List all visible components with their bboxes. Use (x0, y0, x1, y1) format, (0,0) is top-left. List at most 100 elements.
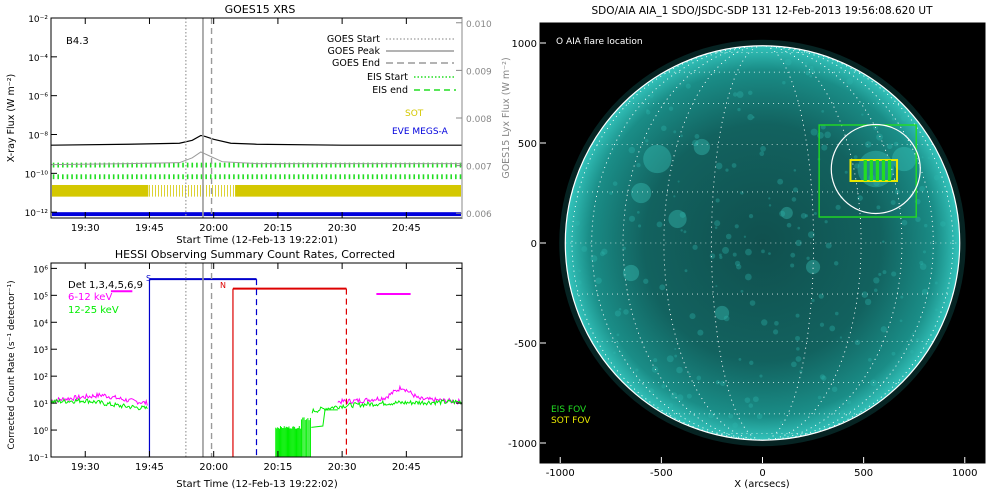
hessi-xlabel: Start Time (12-Feb-13 19:22:02) (176, 479, 338, 490)
goes-sot-band (52, 184, 149, 197)
aia-active-region (643, 144, 672, 174)
aia-texture (734, 260, 741, 267)
aia-texture (924, 223, 928, 228)
goes-legend-end: GOES End (332, 58, 380, 69)
goes-y2label: GOES15 Lyx Flux (W m⁻²) (501, 57, 512, 178)
hessi-ytick-label: 10² (33, 373, 48, 383)
aia-texture (749, 360, 754, 365)
aia-texture (899, 319, 903, 323)
aia-texture (809, 74, 813, 78)
aia-texture (820, 124, 826, 130)
aia-texture (915, 216, 921, 222)
aia-texture (882, 270, 887, 275)
aia-texture (876, 133, 883, 141)
aia-texture (749, 300, 756, 306)
aia-texture (857, 195, 863, 201)
aia-texture (935, 308, 938, 312)
aia-active-region (668, 209, 687, 229)
aia-texture (804, 214, 808, 218)
aia-active-region (805, 259, 821, 275)
goes-xlabel: Start Time (12-Feb-13 19:22:01) (176, 235, 338, 246)
aia-texture (734, 224, 739, 229)
aia-texture (893, 141, 899, 147)
aia-texture (759, 374, 763, 378)
aia-texture (732, 92, 738, 97)
aia-texture (685, 83, 691, 89)
aia-texture (873, 277, 880, 284)
aia-texture (900, 295, 904, 299)
aia-texture (732, 422, 738, 429)
goes-y2tick-label: 0.006 (466, 210, 492, 220)
aia-inset-label: O AIA flare location (556, 37, 643, 47)
aia-texture (674, 348, 677, 351)
aia-texture (616, 342, 619, 345)
aia-texture (790, 252, 796, 258)
aia-texture (725, 168, 729, 172)
aia-texture (810, 128, 818, 136)
aia-eis-raster (881, 160, 886, 181)
goes-sot-band (235, 184, 461, 197)
aia-texture (653, 358, 658, 363)
goes-legend: GOES Start GOES Peak GOES End EIS Start … (327, 34, 456, 96)
aia-texture (940, 221, 946, 227)
goes-xtick-label: 19:45 (135, 223, 164, 234)
aia-title: SDO/AIA AIA_1 SDO/JSDC-SDP 131 12-Feb-20… (592, 5, 934, 17)
aia-texture (927, 156, 931, 160)
aia-texture (779, 421, 783, 424)
aia-texture (601, 248, 608, 255)
aia-texture (882, 240, 885, 243)
aia-texture (795, 313, 800, 318)
hessi-xtick-label: 20:00 (199, 462, 228, 473)
aia-texture (773, 329, 779, 335)
aia-texture (768, 252, 771, 256)
hessi-legend-low: 6-12 keV (68, 292, 112, 303)
aia-texture (668, 106, 674, 111)
aia-texture (784, 58, 792, 66)
aia-texture (793, 169, 797, 172)
aia-texture (714, 226, 718, 229)
aia-texture (834, 311, 839, 316)
hessi-ytick-label: 10¹ (33, 400, 48, 410)
aia-texture (656, 221, 663, 228)
goes-ytick-label: 10⁻⁸ (28, 132, 48, 142)
aia-limb (564, 45, 961, 441)
aia-texture (659, 284, 666, 291)
hessi-state-n: N (220, 281, 226, 290)
aia-texture (792, 187, 799, 193)
aia-texture (854, 163, 860, 169)
aia-texture (791, 197, 797, 202)
goes-legend-eis-end: EIS end (372, 85, 408, 96)
goes-ytick-label: 10⁻¹² (25, 209, 49, 219)
aia-texture (891, 351, 896, 356)
hessi-legend-det: Det 1,3,4,5,6,9 (68, 280, 143, 291)
aia-texture (720, 380, 726, 387)
aia-texture (590, 255, 598, 263)
aia-texture (861, 291, 869, 298)
goes-xtick-label: 20:30 (328, 223, 357, 234)
aia-active-region (693, 138, 710, 156)
aia-texture (676, 366, 683, 374)
aia-texture (600, 251, 605, 257)
aia-xtick-label: 500 (854, 468, 873, 479)
aia-eis-raster (869, 160, 873, 181)
aia-texture (761, 319, 768, 326)
aia-texture (674, 354, 678, 358)
goes-ytick-label: 10⁻⁴ (28, 54, 48, 64)
hessi-6-12kev-line (50, 391, 148, 406)
hessi-panel: HESSI Observing Summary Count Rates, Cor… (7, 248, 463, 490)
aia-texture (829, 325, 836, 332)
aia-texture (645, 139, 649, 143)
aia-texture (846, 400, 851, 405)
aia-texture (824, 220, 828, 224)
aia-texture (732, 252, 737, 257)
hessi-state-s: S (146, 274, 151, 283)
aia-texture (817, 132, 824, 139)
aia-texture (761, 249, 765, 254)
aia-texture (668, 403, 674, 409)
aia-eis-raster (875, 160, 880, 181)
aia-texture (878, 272, 882, 276)
aia-texture (595, 277, 602, 284)
aia-texture (813, 211, 817, 216)
goes-legend-eis-start: EIS Start (367, 72, 408, 83)
